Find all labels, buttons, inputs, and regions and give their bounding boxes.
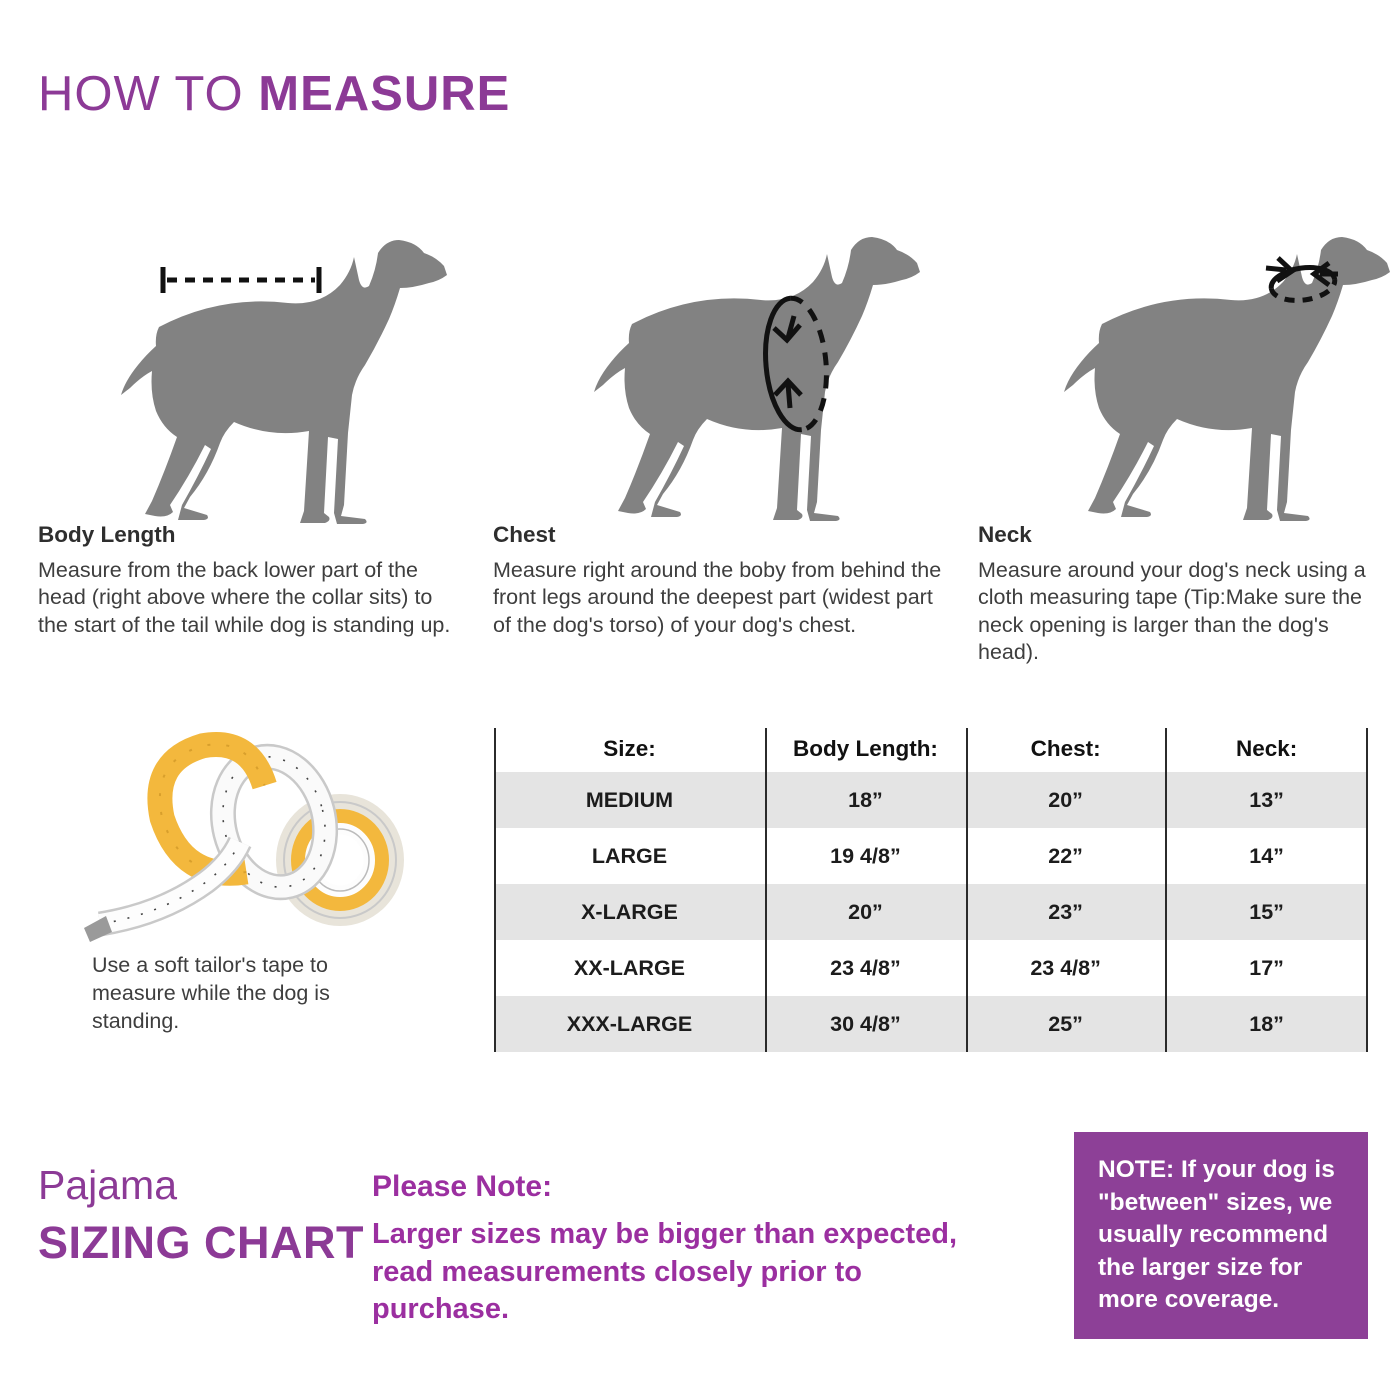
brand-block: Pajama SIZING CHART [38,1162,364,1269]
please-note-heading: Please Note: [372,1170,553,1203]
chest-measure-ellipse [763,295,829,433]
tape-tail [84,836,252,942]
table-row: X-LARGE 20” 23” 15” [494,884,1368,940]
dog-silhouette [1064,237,1390,521]
chest-cell: 23 4/8” [1030,955,1101,980]
table-row: XXX-LARGE 30 4/8” 25” 18” [494,996,1368,1052]
dog-silhouette [121,240,447,524]
table-row: MEDIUM 18” 20” 13” [494,772,1368,828]
body-length-cell: 30 4/8” [830,1011,901,1036]
neck-cell: 17” [1249,955,1284,980]
size-cell: X-LARGE [581,899,678,924]
tape-yellow-loop [147,732,277,886]
note-box-text: NOTE: If your dog is "between" sizes, we… [1098,1156,1335,1314]
tape-caption: Use a soft tailor's tape to measure whil… [92,953,330,1033]
header-size: Size: [603,736,656,761]
body-length-cell: 20” [848,899,883,924]
chest-cell: 23” [1048,899,1083,924]
measuring-tape-illustration [84,732,404,942]
size-cell: XX-LARGE [573,955,686,980]
dog-body-length-figure [85,225,465,525]
table-row: XX-LARGE 23 4/8” 23 4/8” 17” [494,940,1368,996]
dog-chest-figure [558,222,938,522]
dog-silhouette [594,237,920,521]
chest-cell: 22” [1048,843,1083,868]
page-title-bold: MEASURE [258,67,511,121]
neck-arrows [1265,256,1338,288]
size-cell: MEDIUM [585,787,674,812]
sizing-table: Size: Body Length: Chest: Neck: MEDIUM 1… [494,726,1368,1052]
body-length-cell: 18” [848,787,883,812]
header-neck: Neck: [1235,736,1298,761]
tape-coil [276,794,404,926]
neck-cell: 13” [1249,787,1284,812]
body-length-heading: Body Length [38,522,176,547]
chest-arrows [772,315,803,409]
size-cell: LARGE [591,843,668,868]
table-row: LARGE 19 4/8” 22” 14” [494,828,1368,884]
body-length-section: Body Length Measure from the back lower … [38,522,458,639]
brand-product: Pajama [38,1162,178,1208]
body-length-description: Measure from the back lower part of the … [38,558,451,637]
neck-section: Neck Measure around your dog's neck usin… [978,522,1386,666]
neck-cell: 18” [1249,1011,1284,1036]
chest-cell: 20” [1048,787,1083,812]
brand-sizing-chart: SIZING CHART [38,1217,364,1268]
chest-heading: Chest [493,522,556,547]
note-box: NOTE: If your dog is "between" sizes, we… [1074,1132,1368,1339]
table-header-row: Size: Body Length: Chest: Neck: [494,726,1368,772]
dog-neck-figure [1028,222,1400,522]
page-title-light: HOW TO [38,67,259,121]
header-body-length: Body Length: [792,736,938,761]
neck-description: Measure around your dog's neck using a c… [978,558,1366,664]
body-length-cell: 19 4/8” [830,843,901,868]
size-cell: XXX-LARGE [566,1011,693,1036]
chest-section: Chest Measure right around the boby from… [493,522,948,639]
page-title: HOW TO MEASURE [38,66,510,122]
body-length-measure-line [160,267,322,293]
header-chest: Chest: [1030,736,1101,761]
please-note-block: Please Note: Larger sizes may be bigger … [372,1170,997,1329]
neck-cell: 15” [1249,899,1284,924]
chest-cell: 25” [1048,1011,1083,1036]
neck-cell: 14” [1249,843,1284,868]
neck-heading: Neck [978,522,1032,547]
please-note-body: Larger sizes may be bigger than expected… [372,1218,958,1326]
chest-description: Measure right around the boby from behin… [493,558,942,637]
body-length-cell: 23 4/8” [830,955,901,980]
